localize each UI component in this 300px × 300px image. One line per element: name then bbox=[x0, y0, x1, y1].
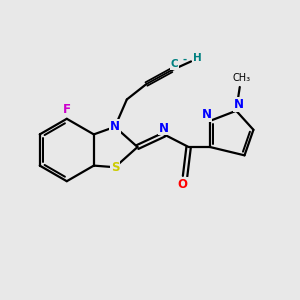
Text: N: N bbox=[110, 120, 120, 133]
Text: -: - bbox=[183, 54, 187, 64]
Text: H: H bbox=[193, 53, 201, 64]
Text: O: O bbox=[177, 178, 187, 191]
Text: C: C bbox=[171, 59, 178, 69]
Text: N: N bbox=[234, 98, 244, 111]
Text: CH₃: CH₃ bbox=[232, 73, 250, 82]
Text: F: F bbox=[63, 103, 71, 116]
Text: S: S bbox=[111, 161, 119, 174]
Text: N: N bbox=[202, 108, 212, 121]
Text: N: N bbox=[159, 122, 169, 134]
